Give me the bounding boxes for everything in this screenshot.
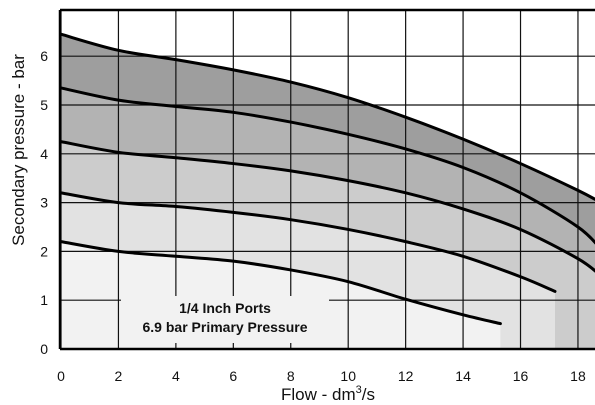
x-axis-title-main: Flow - dm xyxy=(281,385,356,404)
pressure-bands xyxy=(61,34,595,349)
axes xyxy=(58,8,595,351)
y-tick-label-5: 5 xyxy=(40,97,48,113)
y-tick-label-3: 3 xyxy=(40,195,48,211)
annotation-background xyxy=(121,296,329,343)
y-tick-label-0: 0 xyxy=(40,341,48,357)
x-axis-title-sup: 3 xyxy=(356,384,362,396)
x-axis-title-suffix: /s xyxy=(362,385,375,404)
y-tick-label-4: 4 xyxy=(40,146,48,162)
x-axis-title: Flow - dm3/s xyxy=(281,384,375,404)
x-tick-label-4: 4 xyxy=(172,368,180,384)
curve-1 xyxy=(60,240,502,326)
annotation-line-1: 1/4 Inch Ports xyxy=(179,300,271,316)
curve-4 xyxy=(60,86,595,245)
pressure-curves xyxy=(60,32,595,326)
y-tick-label-2: 2 xyxy=(40,243,48,259)
x-tick-label-18: 18 xyxy=(570,368,586,384)
x-tick-label-10: 10 xyxy=(340,368,356,384)
curve-3 xyxy=(60,140,595,273)
y-tick-label-1: 1 xyxy=(40,292,48,308)
curve-2 xyxy=(60,191,557,293)
annotation-box: 1/4 Inch Ports 6.9 bar Primary Pressure xyxy=(121,296,329,343)
x-tick-label-14: 14 xyxy=(455,368,471,384)
x-tick-label-2: 2 xyxy=(115,368,123,384)
x-tick-label-8: 8 xyxy=(287,368,295,384)
x-tick-label-12: 12 xyxy=(398,368,414,384)
annotation-line-2: 6.9 bar Primary Pressure xyxy=(143,319,308,335)
x-tick-label-6: 6 xyxy=(229,368,237,384)
curve-5 xyxy=(60,32,595,201)
y-axis-title: Secondary pressure - bar xyxy=(9,54,28,246)
x-tick-label-0: 0 xyxy=(57,368,65,384)
x-tick-label-16: 16 xyxy=(513,368,529,384)
y-tick-label-6: 6 xyxy=(40,48,48,64)
